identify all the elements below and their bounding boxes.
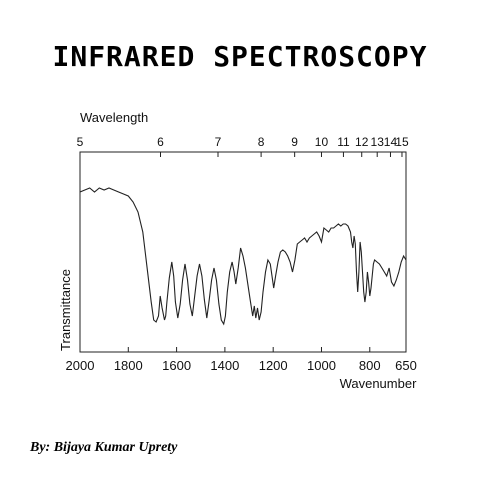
top-tick-label: 11 — [337, 135, 350, 149]
bottom-tick-label: 1400 — [210, 358, 239, 373]
bottom-tick-label: 650 — [395, 358, 417, 373]
page-title: INFRARED SPECTROSCOPY — [52, 40, 428, 73]
plot-frame — [79, 151, 407, 353]
top-tick-label: 6 — [157, 135, 164, 149]
top-tick-label: 5 — [77, 135, 84, 149]
top-tick-label: 13 — [371, 135, 385, 149]
top-axis-title: Wavelength — [80, 110, 148, 125]
top-tick-label: 14 — [384, 135, 398, 149]
bottom-tick-label: 1600 — [162, 358, 191, 373]
bottom-tick-label: 800 — [359, 358, 381, 373]
top-tick-label: 10 — [315, 135, 329, 149]
x-axis-title: Wavenumber — [340, 376, 417, 391]
top-tick-label: 15 — [395, 135, 409, 149]
y-axis-title: Transmittance — [58, 269, 73, 351]
author-credit: By: Bijaya Kumar Uprety — [30, 440, 178, 455]
bottom-tick-label: 1800 — [114, 358, 143, 373]
bottom-tick-label: 1000 — [307, 358, 336, 373]
spectrum-line — [79, 187, 407, 326]
top-tick-label: 9 — [291, 135, 298, 149]
top-tick-label: 8 — [258, 135, 265, 149]
bottom-tick-label: 2000 — [66, 358, 95, 373]
top-tick-label: 7 — [215, 135, 222, 149]
bottom-axis-ticks: 2000 1800 1600 1400 1200 1000 800 650 — [66, 347, 417, 373]
bottom-tick-label: 1200 — [259, 358, 288, 373]
top-tick-label: 12 — [355, 135, 369, 149]
